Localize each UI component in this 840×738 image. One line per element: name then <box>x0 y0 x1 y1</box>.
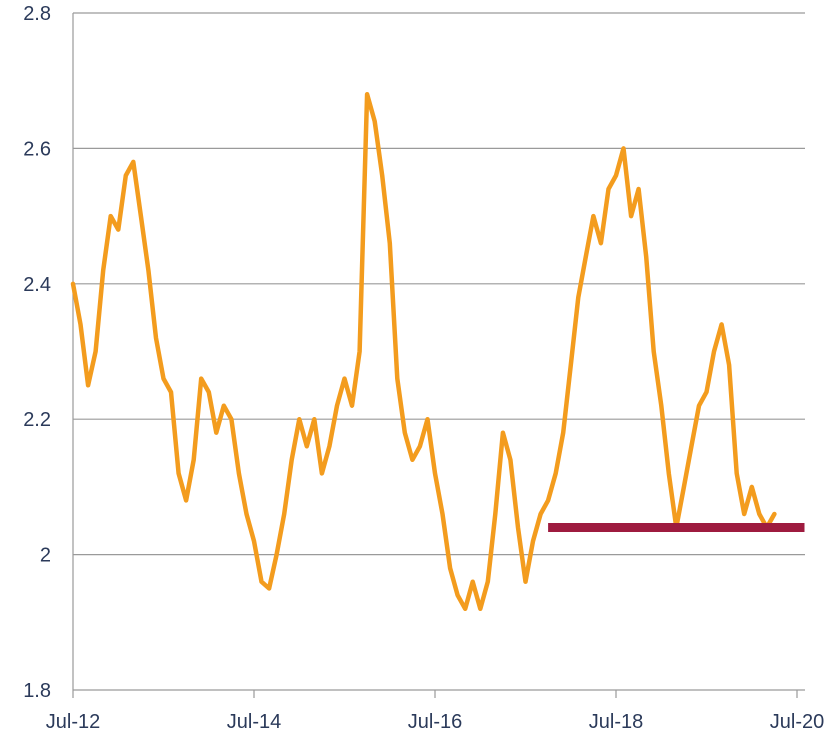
x-tick-label: Jul-14 <box>227 711 281 733</box>
axis-layer <box>72 13 805 698</box>
y-tick-label: 1.8 <box>23 680 51 702</box>
y-tick-label: 2 <box>40 545 51 567</box>
y-tick-label: 2.8 <box>23 3 51 25</box>
y-tick-label: 2.2 <box>23 409 51 431</box>
label-layer: 1.8 2 2.2 2.4 2.6 2.8 Jul-12 Jul-14 Jul-16 Jul-18… <box>23 3 824 733</box>
x-tick-label: Jul-16 <box>408 711 462 733</box>
series-line <box>70 91 777 612</box>
grid-layer <box>73 12 805 556</box>
x-tick-label: Jul-20 <box>770 711 824 733</box>
y-tick-label: 2.6 <box>23 138 51 160</box>
x-tick-label: Jul-12 <box>46 711 100 733</box>
x-tick-label: Jul-18 <box>589 711 643 733</box>
y-tick-label: 2.4 <box>23 274 51 296</box>
series-layer <box>70 91 805 612</box>
